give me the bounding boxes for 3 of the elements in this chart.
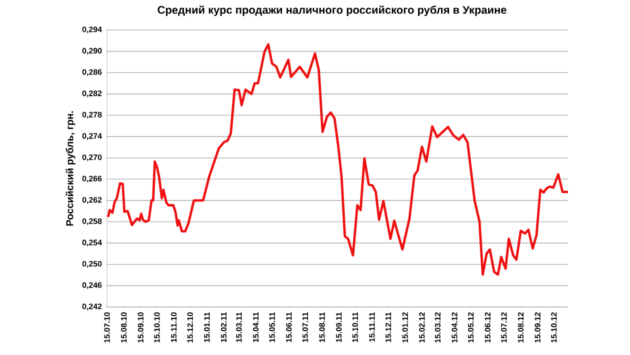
y-axis-title: Российский рубль, грн.: [66, 111, 76, 226]
line-series: [106, 43, 570, 276]
chart-title: Средний курс продажи наличного российского рубля в Украине: [158, 6, 506, 16]
